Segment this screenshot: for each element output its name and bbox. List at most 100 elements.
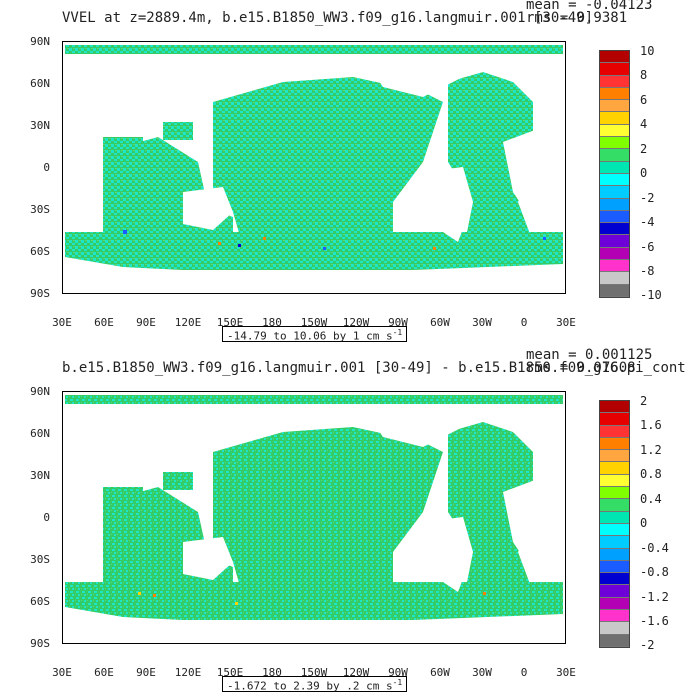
- lon-label: 30E: [52, 316, 72, 329]
- colorbar: [599, 400, 630, 648]
- colorbar-swatch: [600, 63, 629, 76]
- colorbar-swatch: [600, 634, 629, 647]
- lat-label: 90S: [30, 287, 50, 300]
- colorbar-label: 4: [640, 117, 648, 131]
- lon-label: 150E: [216, 666, 244, 679]
- lon-label: 0: [520, 316, 528, 329]
- lat-label: 60S: [30, 595, 50, 608]
- lat-label: 30N: [30, 119, 50, 132]
- colorbar-label: -6: [640, 240, 655, 254]
- colorbar-swatch: [600, 173, 629, 187]
- mean-value: mean = 0.001125: [526, 347, 653, 363]
- map-title: VVEL at z=2889.4m, b.e15.B1850_WW3.f09_g…: [62, 10, 594, 26]
- colorbar-swatch: [600, 560, 629, 574]
- lon-label: 30E: [556, 666, 576, 679]
- lon-label: 30W: [472, 666, 492, 679]
- colorbar-swatch: [600, 112, 629, 125]
- lon-label: 150E: [216, 316, 244, 329]
- colorbar-label: -2: [640, 191, 655, 205]
- colorbar-label: 1.6: [640, 418, 662, 432]
- lon-label: 60E: [94, 666, 114, 679]
- colorbar-swatch: [600, 260, 629, 273]
- lon-label: 90W: [388, 666, 408, 679]
- colorbar: [599, 50, 630, 298]
- lon-label: 120E: [174, 666, 202, 679]
- colorbar-swatch: [600, 487, 629, 500]
- colorbar-swatch: [600, 401, 629, 414]
- lat-label: 30N: [30, 469, 50, 482]
- lon-label: 120W: [342, 316, 370, 329]
- lon-label: 30W: [472, 316, 492, 329]
- lon-label: 150W: [300, 316, 328, 329]
- colorbar-swatch: [600, 597, 629, 611]
- map-title: b.e15.B1850_WW3.f09_g16.langmuir.001 [30…: [62, 360, 686, 376]
- atlantic-ocean: [448, 72, 533, 252]
- lon-label: 180: [262, 666, 282, 679]
- colorbar-swatch: [600, 450, 629, 463]
- colorbar-swatch: [600, 610, 629, 623]
- bottom-map-panel: b.e15.B1850_WW3.f09_g16.langmuir.001 [30…: [0, 347, 700, 700]
- colorbar-label: -0.8: [640, 565, 669, 579]
- extreme-spots: [123, 230, 546, 250]
- colorbar-label: 6: [640, 93, 648, 107]
- colorbar-swatch: [600, 511, 629, 524]
- colorbar-label: 0: [640, 166, 648, 180]
- colorbar-swatch: [600, 124, 629, 138]
- lon-label: 90E: [136, 316, 156, 329]
- lon-label: 120E: [174, 316, 202, 329]
- lon-label: 150W: [300, 666, 328, 679]
- lat-label: 0: [43, 161, 50, 174]
- eurasia: [78, 57, 193, 127]
- rms-value: rms = 0.07608: [526, 360, 636, 376]
- colorbar-swatch: [600, 235, 629, 248]
- colorbar-label: 1.2: [640, 443, 662, 457]
- colorbar-label: -10: [640, 288, 662, 302]
- lon-label: 60E: [94, 316, 114, 329]
- colorbar-swatch: [600, 210, 629, 224]
- south-america: [423, 167, 473, 242]
- unit-exponent: -1: [392, 678, 403, 687]
- lat-label: 90S: [30, 637, 50, 650]
- lon-label: 90E: [136, 666, 156, 679]
- colorbar-swatch: [600, 474, 629, 488]
- colorbar-swatch: [600, 413, 629, 426]
- lon-label: 30E: [52, 666, 72, 679]
- colorbar-swatch: [600, 137, 629, 150]
- pacific-ocean: [213, 77, 443, 247]
- africa: [503, 127, 563, 222]
- mean-value: mean = -0.04123: [526, 0, 653, 13]
- contour-range-box: -1.672 to 2.39 by .2 cm s-1: [222, 676, 408, 693]
- colorbar-swatch: [600, 425, 629, 438]
- extreme-spots: [138, 592, 486, 605]
- colorbar-swatch: [600, 51, 629, 64]
- southern-ocean: [65, 232, 563, 270]
- lat-label: 90N: [30, 385, 50, 398]
- arctic-ocean: [65, 45, 563, 54]
- colorbar-swatch: [600, 284, 629, 297]
- lat-label: 90N: [30, 35, 50, 48]
- colorbar-swatch: [600, 622, 629, 635]
- colorbar-swatch: [600, 499, 629, 512]
- lat-label: 60N: [30, 427, 50, 440]
- north-america: [363, 54, 463, 97]
- colorbar-swatch: [600, 161, 629, 174]
- lat-label: 30S: [30, 553, 50, 566]
- lon-label: 60W: [430, 316, 450, 329]
- colorbar-swatch: [600, 437, 629, 451]
- colorbar-label: -4: [640, 215, 655, 229]
- colorbar-swatch: [600, 272, 629, 285]
- colorbar-label: 0: [640, 516, 648, 530]
- colorbar-swatch: [600, 198, 629, 211]
- global-ocean-difference-map: [62, 391, 566, 644]
- lat-label: 30S: [30, 203, 50, 216]
- antarctica: [65, 257, 563, 293]
- lon-label: 60W: [430, 666, 450, 679]
- range-text: -1.672 to 2.39 by .2 cm s: [227, 679, 393, 693]
- colorbar-label: 2: [640, 394, 648, 408]
- lon-label: 30E: [556, 316, 576, 329]
- rms-value: rms = 0.9381: [526, 10, 628, 26]
- colorbar-swatch: [600, 523, 629, 537]
- lon-label: 90W: [388, 316, 408, 329]
- colorbar-label: 0.4: [640, 492, 662, 506]
- colorbar-swatch: [600, 186, 629, 199]
